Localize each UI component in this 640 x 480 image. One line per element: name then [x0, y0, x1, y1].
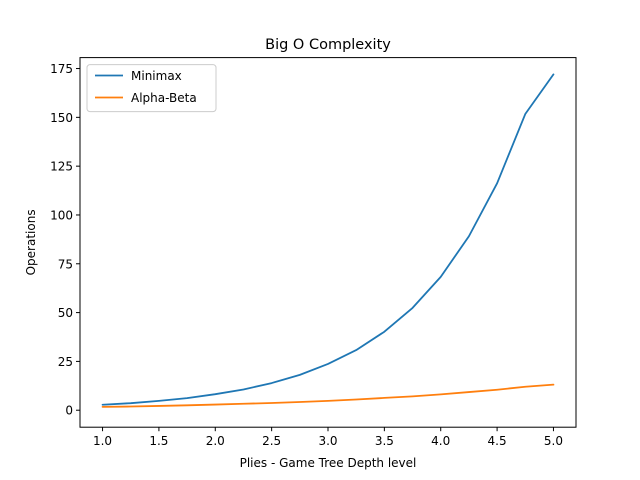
y-tick-label: 150 — [50, 111, 73, 125]
x-tick-label: 1.0 — [93, 434, 112, 448]
x-axis-label: Plies - Game Tree Depth level — [240, 456, 417, 470]
x-tick-label: 3.0 — [318, 434, 337, 448]
series-layer — [101, 73, 555, 408]
y-axis-label: Operations — [24, 209, 38, 275]
y-tick-label: 50 — [58, 306, 73, 320]
legend: Minimax Alpha-Beta — [86, 64, 217, 113]
legend-label-minimax: Minimax — [131, 69, 182, 83]
x-tick-label: 5.0 — [544, 434, 563, 448]
plot-area — [79, 57, 577, 428]
x-tick-label: 1.5 — [149, 434, 168, 448]
chart-title: Big O Complexity — [265, 37, 391, 53]
y-tick-label: 175 — [50, 62, 73, 76]
legend-label-alpha-beta: Alpha-Beta — [131, 91, 197, 105]
x-tick-label: 2.0 — [206, 434, 225, 448]
x-axis: 1.0 1.5 2.0 2.5 3.0 3.5 4.0 4.5 5.0 — [93, 427, 563, 448]
series-line-alpha-beta — [101, 383, 555, 408]
y-tick-label: 125 — [50, 160, 73, 174]
y-tick-label: 0 — [65, 404, 73, 418]
y-tick-label: 25 — [58, 355, 73, 369]
y-axis: 0 25 50 75 100 125 150 175 — [50, 62, 80, 418]
x-tick-label: 2.5 — [262, 434, 281, 448]
x-tick-label: 4.5 — [488, 434, 507, 448]
y-tick-label: 100 — [50, 208, 73, 222]
y-tick-label: 75 — [58, 257, 73, 271]
series-line-minimax — [101, 73, 555, 406]
x-tick-label: 3.5 — [375, 434, 394, 448]
x-tick-label: 4.0 — [431, 434, 450, 448]
